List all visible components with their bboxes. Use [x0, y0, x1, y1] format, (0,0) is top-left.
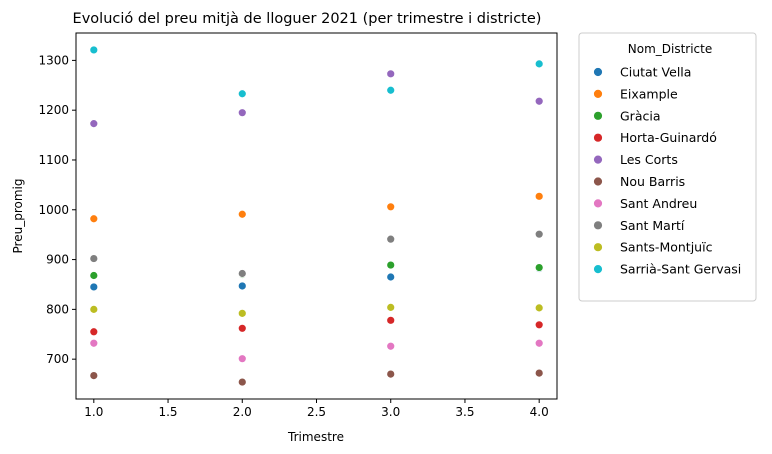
data-point — [534, 320, 544, 330]
legend-label: Gràcia — [620, 108, 661, 123]
data-point — [237, 108, 247, 118]
x-tick-label: 1.0 — [84, 405, 103, 419]
y-axis-label: Preu_promig — [11, 179, 25, 254]
data-point — [386, 272, 396, 282]
data-point — [89, 327, 99, 337]
legend-label: Sant Andreu — [620, 196, 697, 211]
data-point — [237, 377, 247, 387]
data-point — [237, 281, 247, 291]
data-points — [89, 45, 544, 387]
x-axis-label: Trimestre — [287, 430, 344, 444]
data-point — [386, 85, 396, 95]
data-point — [534, 96, 544, 106]
legend-box — [578, 32, 757, 302]
data-point — [534, 263, 544, 272]
data-point — [386, 234, 396, 244]
data-point — [89, 254, 99, 263]
data-point — [237, 323, 247, 333]
data-point — [89, 45, 99, 55]
data-point — [534, 229, 544, 239]
legend-label: Horta-Guinardó — [620, 130, 717, 145]
data-point — [386, 341, 396, 351]
data-point — [534, 368, 544, 378]
legend-marker — [593, 89, 603, 99]
plot-area-frame — [75, 32, 558, 400]
data-point — [534, 338, 544, 348]
data-point — [237, 209, 247, 219]
data-point — [237, 308, 247, 318]
data-point — [237, 269, 247, 278]
y-axis: 700 800 900 1000 1100 1200 1300 — [38, 53, 76, 366]
x-tick-label: 1.5 — [158, 405, 177, 419]
data-point — [534, 59, 544, 69]
legend-label: Les Corts — [620, 152, 678, 167]
x-tick-label: 2.0 — [233, 405, 252, 419]
y-tick-label: 1000 — [38, 203, 69, 217]
legend-marker — [593, 220, 603, 231]
legend-label: Sarrià-Sant Gervasi — [620, 262, 741, 277]
y-tick-label: 800 — [46, 302, 69, 316]
legend-marker — [593, 132, 603, 143]
data-point — [386, 260, 396, 270]
legend-marker — [593, 67, 603, 77]
data-point — [89, 271, 99, 280]
data-point — [89, 338, 99, 348]
data-point — [89, 304, 99, 314]
data-point — [237, 354, 247, 364]
data-point — [89, 214, 99, 224]
y-tick-label: 1200 — [38, 103, 69, 117]
data-point — [386, 69, 396, 79]
legend-label: Sant Martí — [620, 218, 685, 233]
legend-marker — [593, 176, 603, 187]
legend-marker — [593, 264, 603, 275]
data-point — [534, 303, 544, 313]
data-point — [89, 119, 99, 129]
legend-label: Eixample — [620, 86, 678, 101]
data-point — [386, 302, 396, 312]
legend-label: Sants-Montjuïc — [620, 240, 713, 255]
y-tick-label: 700 — [46, 352, 69, 366]
x-tick-label: 4.0 — [530, 405, 549, 419]
legend-label: Ciutat Vella — [620, 65, 691, 80]
y-tick-label: 1300 — [38, 53, 69, 67]
legend-title: Nom_Districte — [628, 42, 713, 56]
data-point — [237, 89, 247, 99]
legend-marker — [593, 154, 603, 165]
data-point — [386, 315, 396, 325]
x-axis: 1.0 1.5 2.0 2.5 3.0 3.5 4.0 — [84, 399, 549, 419]
data-point — [89, 371, 99, 380]
data-point — [89, 282, 99, 292]
legend-marker — [593, 110, 603, 121]
y-tick-label: 1100 — [38, 153, 69, 167]
y-tick-label: 900 — [46, 253, 69, 267]
data-point — [386, 202, 396, 212]
data-point — [534, 191, 544, 201]
x-tick-label: 2.5 — [307, 405, 326, 419]
x-tick-label: 3.0 — [381, 405, 400, 419]
chart-title: Evolució del preu mitjà de lloguer 2021 … — [73, 11, 542, 27]
legend-label: Nou Barris — [620, 174, 685, 189]
data-point — [386, 369, 396, 379]
x-tick-label: 3.5 — [455, 405, 474, 419]
legend-marker — [593, 242, 603, 253]
legend-marker — [593, 198, 603, 209]
legend: Nom_Districte Ciutat Vella Eixample Gràcia… — [578, 32, 757, 302]
